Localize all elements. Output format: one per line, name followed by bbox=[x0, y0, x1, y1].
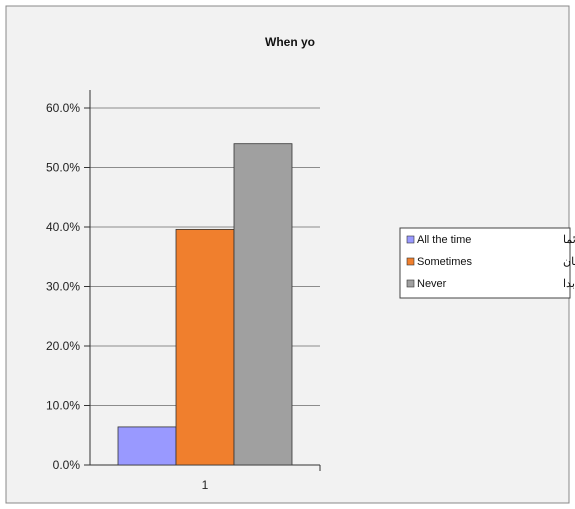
legend-swatch-sometimes bbox=[406, 257, 415, 266]
legend-label-ar-never: أبدا bbox=[563, 276, 575, 290]
legend-box bbox=[399, 227, 571, 299]
legend-swatch-never bbox=[406, 279, 415, 288]
legend-label-ar-all-the-time: دائما bbox=[563, 234, 575, 246]
legend: All the time دائما Sometimes بعض الأحيان Nev… bbox=[399, 227, 575, 299]
legend-label-sometimes: Sometimes bbox=[417, 256, 473, 268]
y-tick-label: 60.0% bbox=[46, 101, 80, 115]
bars bbox=[117, 143, 293, 466]
chart-title: When yo bbox=[265, 35, 315, 49]
y-tick-label: 0.0% bbox=[53, 458, 81, 472]
legend-label-all-the-time: All the time bbox=[417, 234, 471, 246]
legend-swatch-all-the-time bbox=[406, 235, 415, 244]
bar-sometimes bbox=[175, 228, 235, 466]
y-tick-label: 30.0% bbox=[46, 280, 80, 294]
bar-all-the-time bbox=[117, 426, 177, 466]
y-tick-label: 40.0% bbox=[46, 220, 80, 234]
legend-label-ar-sometimes: بعض الأحيان bbox=[563, 254, 575, 268]
y-tick-label: 50.0% bbox=[46, 161, 80, 175]
legend-label-never: Never bbox=[417, 278, 447, 290]
y-tick-label: 20.0% bbox=[46, 339, 80, 353]
bar-never bbox=[233, 143, 293, 466]
x-tick-label: 1 bbox=[202, 478, 209, 492]
y-tick-label: 10.0% bbox=[46, 399, 80, 413]
